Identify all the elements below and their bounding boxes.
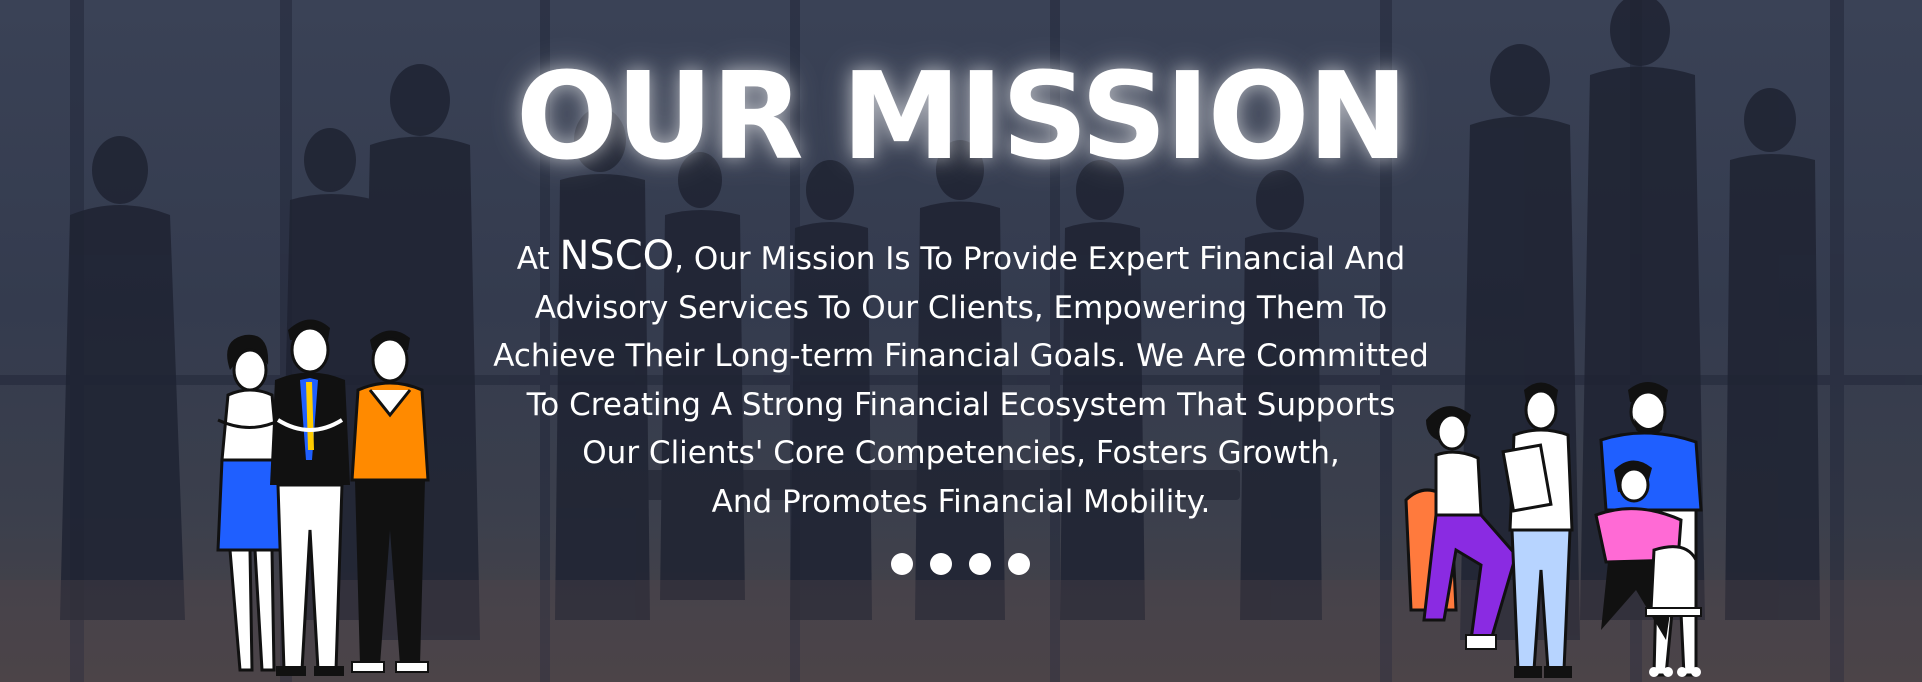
mission-description: At NSCO, Our Mission Is To Provide Exper…	[440, 232, 1482, 526]
casual-team-illustration	[1404, 382, 1703, 678]
carousel-dot-2[interactable]	[930, 553, 952, 575]
brand-name: NSCO	[559, 233, 675, 279]
mission-title: OUR MISSION	[515, 48, 1408, 187]
description-line-5: Our Clients' Core Competencies, Fosters …	[582, 435, 1340, 471]
description-line-6: And Promotes Financial Mobility.	[711, 483, 1211, 520]
description-line-1: At NSCO, Our Mission Is To Provide Exper…	[440, 232, 1482, 284]
description-prefix: At	[516, 241, 560, 277]
carousel-dot-4[interactable]	[1008, 553, 1030, 575]
carousel-dots	[891, 553, 1030, 575]
carousel-dot-1[interactable]	[891, 553, 913, 575]
business-team-illustration	[216, 319, 430, 676]
description-line-3: Achieve Their Long-term Financial Goals.…	[493, 338, 1429, 374]
description-line-2: Advisory Services To Our Clients, Empowe…	[534, 289, 1388, 326]
description-line-1-rest: , Our Mission Is To Provide Expert Finan…	[674, 241, 1406, 277]
carousel-dot-3[interactable]	[969, 553, 991, 575]
description-line-4: To Creating A Strong Financial Ecosystem…	[526, 386, 1396, 423]
